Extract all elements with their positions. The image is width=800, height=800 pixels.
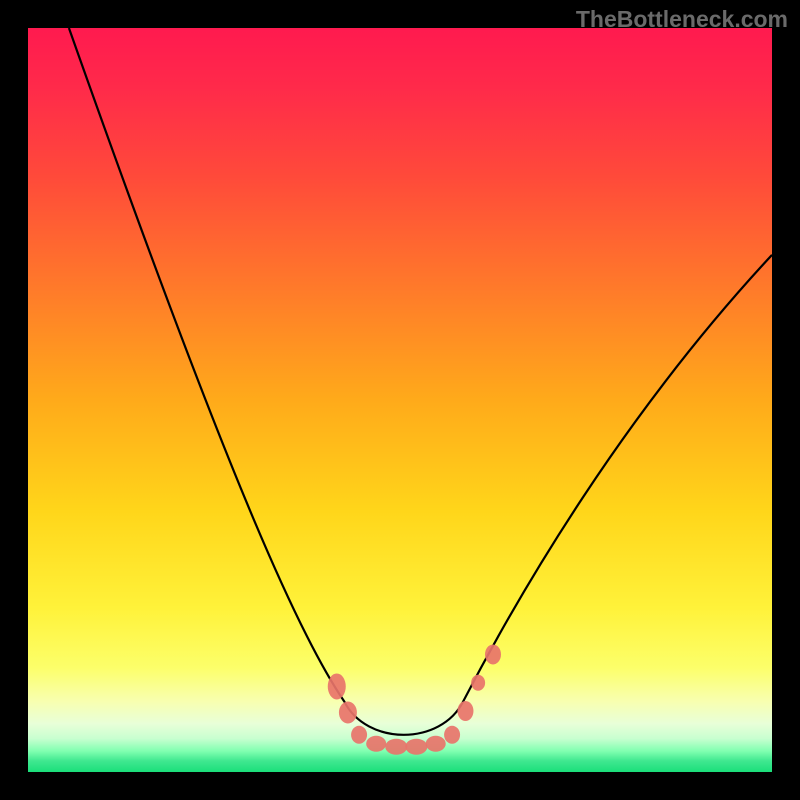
curve-marker bbox=[385, 739, 407, 755]
curve-marker bbox=[328, 673, 346, 699]
curve-marker bbox=[351, 726, 367, 744]
curve-marker bbox=[366, 736, 386, 752]
chart-container: TheBottleneck.com bbox=[0, 0, 800, 800]
curve-marker bbox=[485, 644, 501, 664]
bottleneck-curve-chart bbox=[28, 28, 772, 772]
curve-marker bbox=[471, 675, 485, 691]
plot-area bbox=[28, 28, 772, 772]
curve-marker bbox=[444, 726, 460, 744]
curve-marker bbox=[426, 736, 446, 752]
curve-marker bbox=[405, 739, 427, 755]
gradient-background bbox=[28, 28, 772, 772]
curve-marker bbox=[457, 701, 473, 721]
curve-marker bbox=[339, 701, 357, 723]
watermark-text: TheBottleneck.com bbox=[576, 6, 788, 33]
